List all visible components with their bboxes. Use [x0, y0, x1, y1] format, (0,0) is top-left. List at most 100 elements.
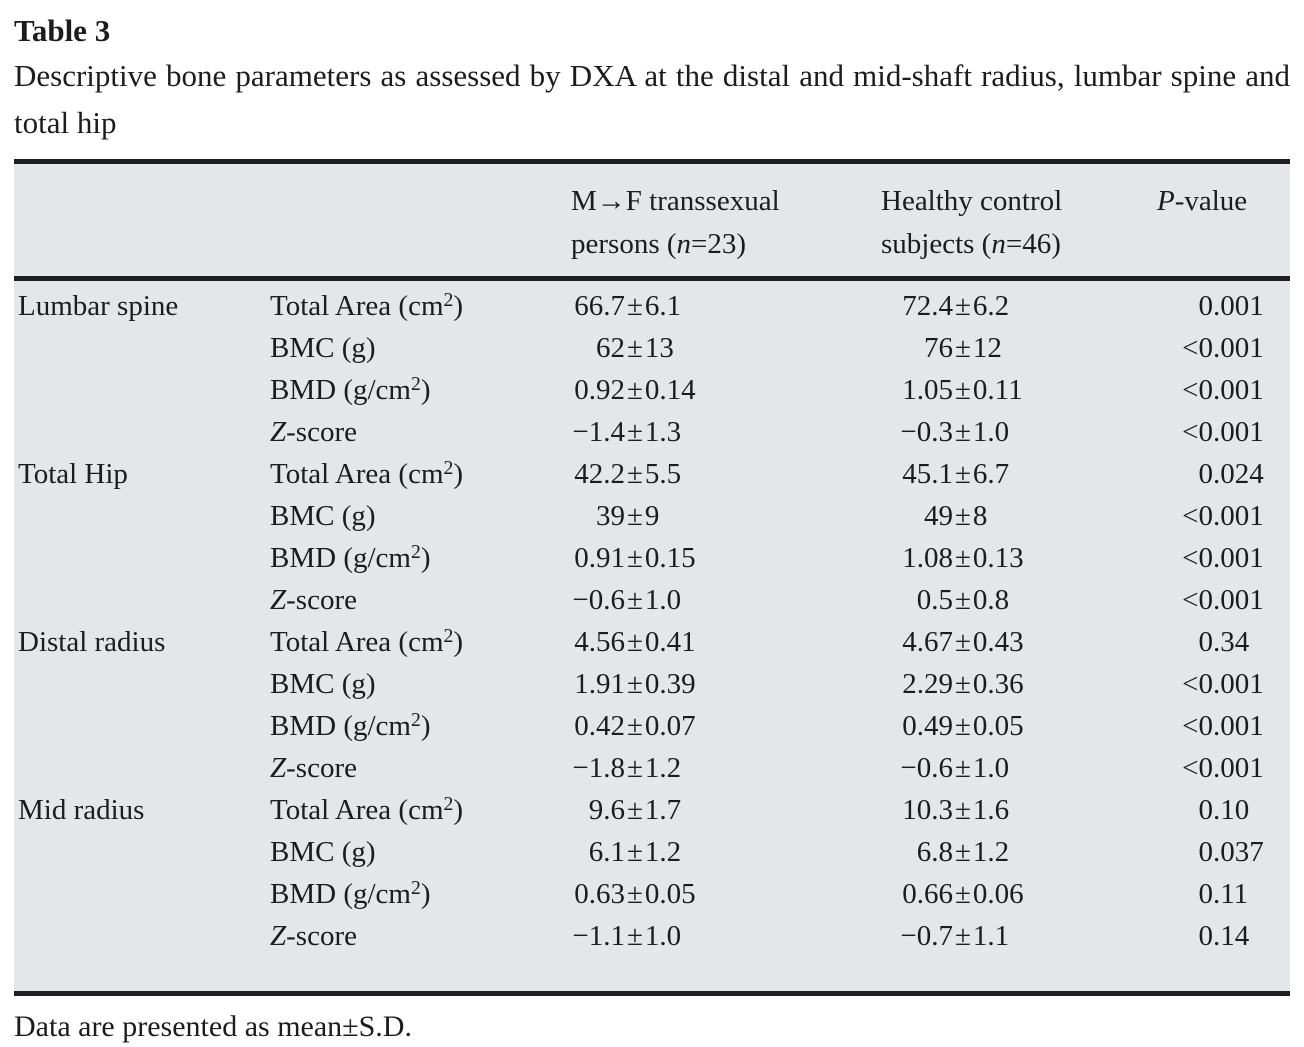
value-control: 45.1±6.7: [902, 458, 1010, 490]
value-p: <0.001: [1182, 332, 1264, 364]
table-row: Z-score −1.1±1.0 −0.7±1.1 0.14: [14, 915, 1290, 957]
footnote: Data are presented as mean±S.D.: [14, 1010, 412, 1043]
row-region-label: Mid radius: [18, 794, 145, 826]
table-body: Lumbar spine Total Area (cm2) 66.7±6.1 72.4…: [14, 281, 1290, 991]
value-mtf: −1.1±1.0: [572, 920, 682, 952]
table-row: Mid radius Total Area (cm2) 9.6±1.7 10.3±1.…: [14, 789, 1290, 831]
value-p: <0.001: [1182, 584, 1264, 616]
value-mtf: 1.91±0.39: [574, 668, 696, 700]
row-region-label: [14, 411, 270, 453]
header-mtf-group: M→F transsexual persons (n=23): [571, 185, 780, 260]
value-mtf: 0.63±0.05: [574, 878, 696, 910]
row-parameter: BMC (g): [270, 500, 376, 532]
row-region-label: Lumbar spine: [18, 290, 179, 322]
value-control: 76±12: [924, 332, 1002, 364]
value-control: 0.49±0.05: [902, 710, 1024, 742]
table-row: BMC (g) 6.1±1.2 6.8±1.2 0.037: [14, 831, 1290, 873]
row-parameter: BMC (g): [270, 836, 376, 868]
row-parameter: BMD (g/cm2): [270, 373, 431, 406]
row-region-label: [14, 705, 270, 747]
table-row: BMD (g/cm2) 0.42±0.07 0.49±0.05 <0.001: [14, 705, 1290, 747]
value-control: 49±8: [924, 500, 988, 532]
row-parameter: Total Area (cm2): [270, 625, 464, 658]
value-p: <0.001: [1182, 668, 1264, 700]
value-p: <0.001: [1182, 542, 1264, 574]
row-region-label: [14, 369, 270, 411]
value-p: <0.001: [1182, 500, 1264, 532]
value-control: 1.05±0.11: [902, 374, 1023, 406]
value-mtf: 0.42±0.07: [574, 710, 696, 742]
row-parameter: Z-score: [270, 920, 357, 952]
value-p: 0.024: [1198, 458, 1264, 490]
table-row: Z-score −1.4±1.3 −0.3±1.0 <0.001: [14, 411, 1290, 453]
table-row: BMD (g/cm2) 0.92±0.14 1.05±0.11 <0.001: [14, 369, 1290, 411]
row-region-label: [14, 327, 270, 369]
value-p: 0.11: [1198, 878, 1249, 910]
value-p: <0.001: [1182, 710, 1264, 742]
row-parameter: BMD (g/cm2): [270, 877, 431, 910]
value-control: 6.8±1.2: [916, 836, 1010, 868]
value-mtf: 42.2±5.5: [574, 458, 682, 490]
value-control: 1.08±0.13: [902, 542, 1024, 574]
value-p: 0.037: [1198, 836, 1264, 868]
value-mtf: 39±9: [596, 500, 660, 532]
table-header-row: M→F transsexual persons (n=23) Healthy co…: [14, 164, 1290, 281]
row-parameter: Total Area (cm2): [270, 793, 464, 826]
value-mtf: 62±13: [596, 332, 674, 364]
value-control: −0.6±1.0: [900, 752, 1010, 784]
value-p: <0.001: [1182, 374, 1264, 406]
value-control: 10.3±1.6: [902, 794, 1010, 826]
table-row: Lumbar spine Total Area (cm2) 66.7±6.1 72.4…: [14, 285, 1290, 327]
table-row: Distal radius Total Area (cm2) 4.56±0.41 4.…: [14, 621, 1290, 663]
row-parameter: Z-score: [270, 584, 357, 616]
row-region-label: [14, 747, 270, 789]
dxa-table: M→F transsexual persons (n=23) Healthy co…: [14, 159, 1290, 996]
table-caption: Descriptive bone parameters as assessed …: [14, 58, 1290, 140]
row-region-label: [14, 495, 270, 537]
row-parameter: BMD (g/cm2): [270, 709, 431, 742]
header-parameter-cell: [270, 180, 571, 266]
row-parameter: Z-score: [270, 752, 357, 784]
header-region-cell: [14, 180, 270, 266]
value-control: 2.29±0.36: [902, 668, 1024, 700]
value-control: −0.3±1.0: [900, 416, 1010, 448]
row-region-label: [14, 873, 270, 915]
table-row: BMD (g/cm2) 0.91±0.15 1.08±0.13 <0.001: [14, 537, 1290, 579]
row-region-label: [14, 663, 270, 705]
row-parameter: Total Area (cm2): [270, 289, 464, 322]
value-mtf: 9.6±1.7: [588, 794, 682, 826]
value-mtf: 4.56±0.41: [574, 626, 696, 658]
value-p: 0.001: [1198, 290, 1264, 322]
row-parameter: BMC (g): [270, 332, 376, 364]
header-p-value: P -value: [1157, 185, 1248, 217]
row-parameter: BMD (g/cm2): [270, 541, 431, 574]
table-row: BMD (g/cm2) 0.63±0.05 0.66±0.06 0.11: [14, 873, 1290, 915]
row-region-label: [14, 537, 270, 579]
value-mtf: −1.4±1.3: [572, 416, 682, 448]
value-p: <0.001: [1182, 752, 1264, 784]
table-row: BMC (g) 62±13 76±12 <0.001: [14, 327, 1290, 369]
value-p: 0.34: [1198, 626, 1250, 658]
value-p: 0.10: [1198, 794, 1250, 826]
row-region-label: [14, 831, 270, 873]
table-row: Z-score −0.6±1.0 0.5±0.8 <0.001: [14, 579, 1290, 621]
row-parameter: BMC (g): [270, 668, 376, 700]
value-mtf: 0.91±0.15: [574, 542, 696, 574]
row-region-label: [14, 915, 270, 957]
value-mtf: 6.1±1.2: [588, 836, 682, 868]
row-region-label: [14, 579, 270, 621]
value-control: 72.4±6.2: [902, 290, 1010, 322]
value-mtf: −0.6±1.0: [572, 584, 682, 616]
table-row: Total Hip Total Area (cm2) 42.2±5.5 45.1±6.…: [14, 453, 1290, 495]
table-label: Table 3: [14, 13, 111, 48]
value-mtf: 66.7±6.1: [574, 290, 682, 322]
value-control: −0.7±1.1: [900, 920, 1010, 952]
value-control: 4.67±0.43: [902, 626, 1024, 658]
value-mtf: 0.92±0.14: [574, 374, 696, 406]
value-control: 0.66±0.06: [902, 878, 1024, 910]
value-p: <0.001: [1182, 416, 1264, 448]
row-parameter: Z-score: [270, 416, 357, 448]
row-region-label: Distal radius: [18, 626, 166, 658]
row-region-label: Total Hip: [18, 458, 128, 490]
